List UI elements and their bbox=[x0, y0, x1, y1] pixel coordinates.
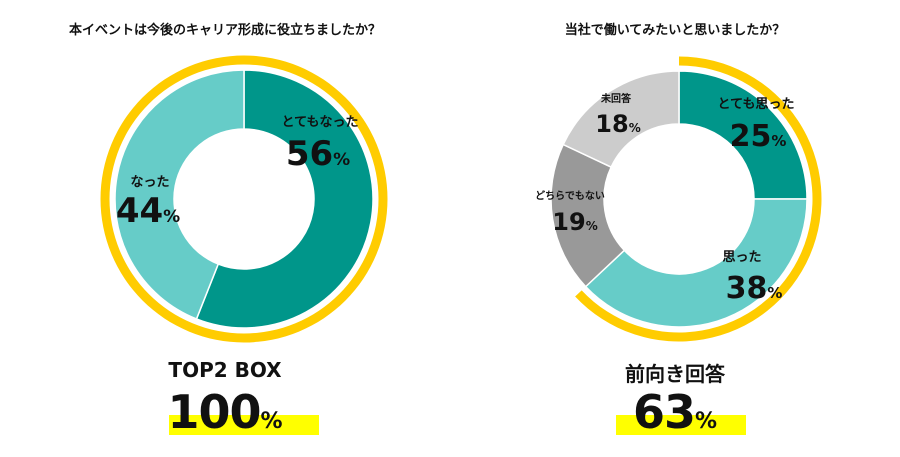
slice-category-label: とても思った bbox=[718, 97, 795, 112]
donut-slice bbox=[584, 198, 808, 328]
chart-title: 当社で働いてみたいと思いましたか？ bbox=[564, 23, 786, 38]
slice-category-label: 未回答 bbox=[600, 92, 632, 105]
donut-slice bbox=[114, 69, 245, 320]
summary-percent-sign: % bbox=[260, 409, 283, 434]
slice-value-number: 25 bbox=[730, 119, 772, 154]
summary-value: 100% bbox=[0, 384, 450, 451]
donut-slice bbox=[195, 69, 374, 329]
highlight-bar bbox=[169, 415, 319, 435]
slice-value-percent: % bbox=[586, 219, 598, 233]
slice-value-number: 19 bbox=[552, 208, 585, 236]
slice-value-label: 44% bbox=[116, 191, 180, 231]
slice-value-number: 18 bbox=[595, 110, 628, 138]
summary-number: 100 bbox=[167, 385, 261, 439]
slice-value-percent: % bbox=[333, 150, 350, 170]
slice-value-label: 19% bbox=[552, 208, 597, 236]
highlight-bar bbox=[616, 415, 746, 435]
slice-value-label: 18% bbox=[595, 110, 640, 138]
summary-number: 63 bbox=[632, 385, 696, 439]
slice-category-label: どちらでもない bbox=[535, 189, 605, 202]
summary-percent-sign: % bbox=[694, 409, 718, 434]
highlight-ring-arc bbox=[575, 56, 822, 342]
chart-title: 本イベントは今後のキャリア形成に役立ちましたか？ bbox=[68, 23, 381, 38]
slice-category-label: とてもなった bbox=[282, 115, 359, 130]
slice-category-label: なった bbox=[130, 175, 169, 190]
summary-label: 前向き回答 bbox=[625, 362, 725, 386]
slice-value-label: 56% bbox=[286, 134, 350, 174]
slice-value-percent: % bbox=[163, 207, 180, 227]
donut-chart: とても思った 25% 思った 38% どちらでもない 19% 未回答 18% bbox=[450, 0, 900, 360]
summary-box: 100% bbox=[0, 384, 450, 444]
donut-slice bbox=[678, 70, 808, 200]
summary-value: 63% bbox=[450, 384, 900, 451]
slice-value-number: 44 bbox=[116, 191, 163, 231]
slice-value-percent: % bbox=[767, 284, 782, 302]
slice-value-number: 56 bbox=[286, 134, 333, 174]
slice-value-percent: % bbox=[629, 121, 641, 135]
donut-slice bbox=[562, 70, 680, 169]
donut-chart: とてもなった 56% なった 44% bbox=[0, 0, 450, 360]
slice-category-label: 思った bbox=[722, 250, 761, 265]
summary-label: TOP2 BOX bbox=[168, 358, 282, 382]
chart-panel-left: 本イベントは今後のキャリア形成に役立ちましたか？ とてもなった 56% なった 44%… bbox=[0, 0, 450, 444]
slice-value-label: 38% bbox=[726, 271, 783, 306]
donut-svg: とても思った 25% 思った 38% どちらでもない 19% 未回答 18% bbox=[535, 56, 822, 342]
slice-value-number: 38 bbox=[726, 271, 768, 306]
chart-panel-right: 当社で働いてみたいと思いましたか？ とても思った 25% 思った 38% どちらでもない… bbox=[450, 0, 900, 457]
slice-value-label: 25% bbox=[730, 119, 787, 154]
slice-value-percent: % bbox=[771, 132, 786, 150]
summary-box: 63% bbox=[450, 384, 900, 444]
